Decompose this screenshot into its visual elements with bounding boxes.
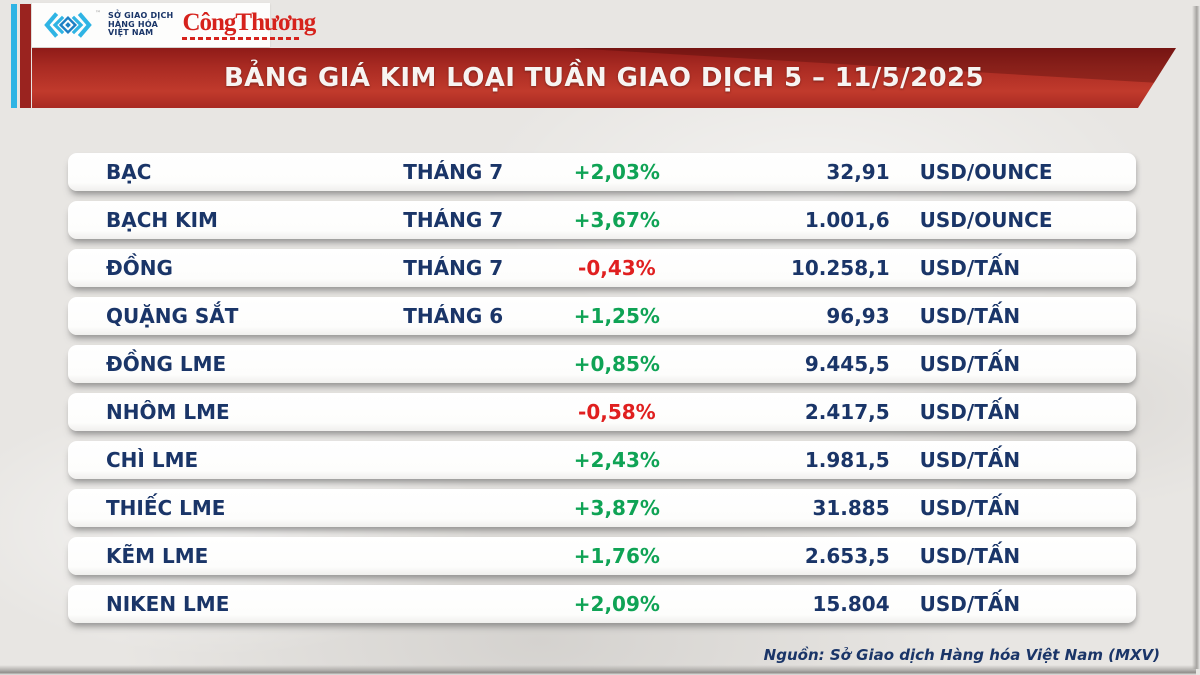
source-note: Nguồn: Sở Giao dịch Hàng hóa Việt Nam (M… <box>763 646 1160 664</box>
logo-band: ™ SỞ GIAO DỊCH HÀNG HÓA VIỆT NAM CôngThư… <box>32 3 316 47</box>
cell-name: BẠCH KIM <box>106 208 218 232</box>
card-edge-right <box>1192 6 1200 669</box>
cell-change: +0,85% <box>573 352 660 376</box>
cell-price: 2.653,5 <box>804 544 890 568</box>
cell-change: +3,87% <box>573 496 660 520</box>
cell-change: -0,43% <box>578 256 656 280</box>
mxv-name: SỞ GIAO DỊCH HÀNG HÓA VIỆT NAM <box>108 10 174 39</box>
card-edge-bottom <box>0 665 1196 675</box>
congthuong-tagline <box>182 37 301 40</box>
accent-stripe-red <box>20 4 31 108</box>
cell-price: 2.417,5 <box>804 400 890 424</box>
mxv-name-line2: HÀNG HÓA <box>108 19 159 29</box>
cell-price: 1.001,6 <box>804 208 890 232</box>
cell-unit: USD/TẤN <box>919 256 1021 280</box>
table-row: QUẶNG SẮT THÁNG 6 +1,25% 96,93 USD/TẤN <box>68 297 1136 335</box>
cell-name: BẠC <box>106 160 152 184</box>
cell-change: +1,76% <box>573 544 660 568</box>
congthuong-logo: CôngThương <box>182 9 316 40</box>
table-row: NIKEN LME +2,09% 15.804 USD/TẤN <box>68 585 1136 623</box>
cell-month: THÁNG 7 <box>403 160 504 184</box>
cell-price: 15.804 <box>812 592 890 616</box>
cell-change: -0,58% <box>578 400 656 424</box>
cell-price: 96,93 <box>826 304 890 328</box>
price-table: BẠC THÁNG 7 +2,03% 32,91 USD/OUNCE BẠCH KIM TH… <box>68 153 1136 623</box>
table-row: NHÔM LME -0,58% 2.417,5 USD/TẤN <box>68 393 1136 431</box>
cell-change: +2,43% <box>573 448 660 472</box>
title-banner: BẢNG GIÁ KIM LOẠI TUẦN GIAO DỊCH 5 – 11/… <box>32 48 1176 108</box>
cell-month: THÁNG 7 <box>403 208 504 232</box>
cell-name: THIẾC LME <box>106 496 226 520</box>
accent-stripe-cyan <box>11 4 17 108</box>
cell-change: +3,67% <box>573 208 660 232</box>
cell-unit: USD/TẤN <box>919 304 1021 328</box>
mxv-logo-icon: ™ <box>42 8 101 42</box>
mxv-name-line3: VIỆT NAM <box>108 28 154 38</box>
cell-name: NHÔM LME <box>106 400 230 424</box>
cell-price: 1.981,5 <box>804 448 890 472</box>
cell-change: +1,25% <box>573 304 660 328</box>
cell-price: 9.445,5 <box>804 352 890 376</box>
cell-change: +2,09% <box>573 592 660 616</box>
cell-month: THÁNG 6 <box>403 304 504 328</box>
cell-price: 31.885 <box>812 496 890 520</box>
cell-unit: USD/TẤN <box>919 496 1021 520</box>
cell-change: +2,03% <box>573 160 660 184</box>
table-row: ĐỒNG LME +0,85% 9.445,5 USD/TẤN <box>68 345 1136 383</box>
cell-unit: USD/OUNCE <box>919 208 1053 232</box>
cell-unit: USD/TẤN <box>919 592 1021 616</box>
cell-unit: USD/TẤN <box>919 544 1021 568</box>
trademark-mark: ™ <box>95 10 101 17</box>
cell-name: NIKEN LME <box>106 592 230 616</box>
cell-unit: USD/TẤN <box>919 400 1021 424</box>
cell-month: THÁNG 7 <box>403 256 504 280</box>
cell-price: 32,91 <box>826 160 890 184</box>
cell-name: CHÌ LME <box>106 448 199 472</box>
cell-name: ĐỒNG LME <box>106 352 227 376</box>
mxv-name-line1: SỞ GIAO DỊCH <box>108 10 174 20</box>
cell-name: ĐỒNG <box>106 256 173 280</box>
table-row: KẼM LME +1,76% 2.653,5 USD/TẤN <box>68 537 1136 575</box>
cell-unit: USD/TẤN <box>919 352 1021 376</box>
page-title: BẢNG GIÁ KIM LOẠI TUẦN GIAO DỊCH 5 – 11/… <box>223 63 985 93</box>
table-row: CHÌ LME +2,43% 1.981,5 USD/TẤN <box>68 441 1136 479</box>
cell-name: KẼM LME <box>106 544 209 568</box>
cell-price: 10.258,1 <box>790 256 890 280</box>
table-row: BẠC THÁNG 7 +2,03% 32,91 USD/OUNCE <box>68 153 1136 191</box>
cell-unit: USD/OUNCE <box>919 160 1053 184</box>
cell-unit: USD/TẤN <box>919 448 1021 472</box>
congthuong-wordmark: CôngThương <box>182 9 316 36</box>
table-row: BẠCH KIM THÁNG 7 +3,67% 1.001,6 USD/OUNCE <box>68 201 1136 239</box>
cell-name: QUẶNG SẮT <box>106 304 239 328</box>
table-row: THIẾC LME +3,87% 31.885 USD/TẤN <box>68 489 1136 527</box>
table-row: ĐỒNG THÁNG 7 -0,43% 10.258,1 USD/TẤN <box>68 249 1136 287</box>
